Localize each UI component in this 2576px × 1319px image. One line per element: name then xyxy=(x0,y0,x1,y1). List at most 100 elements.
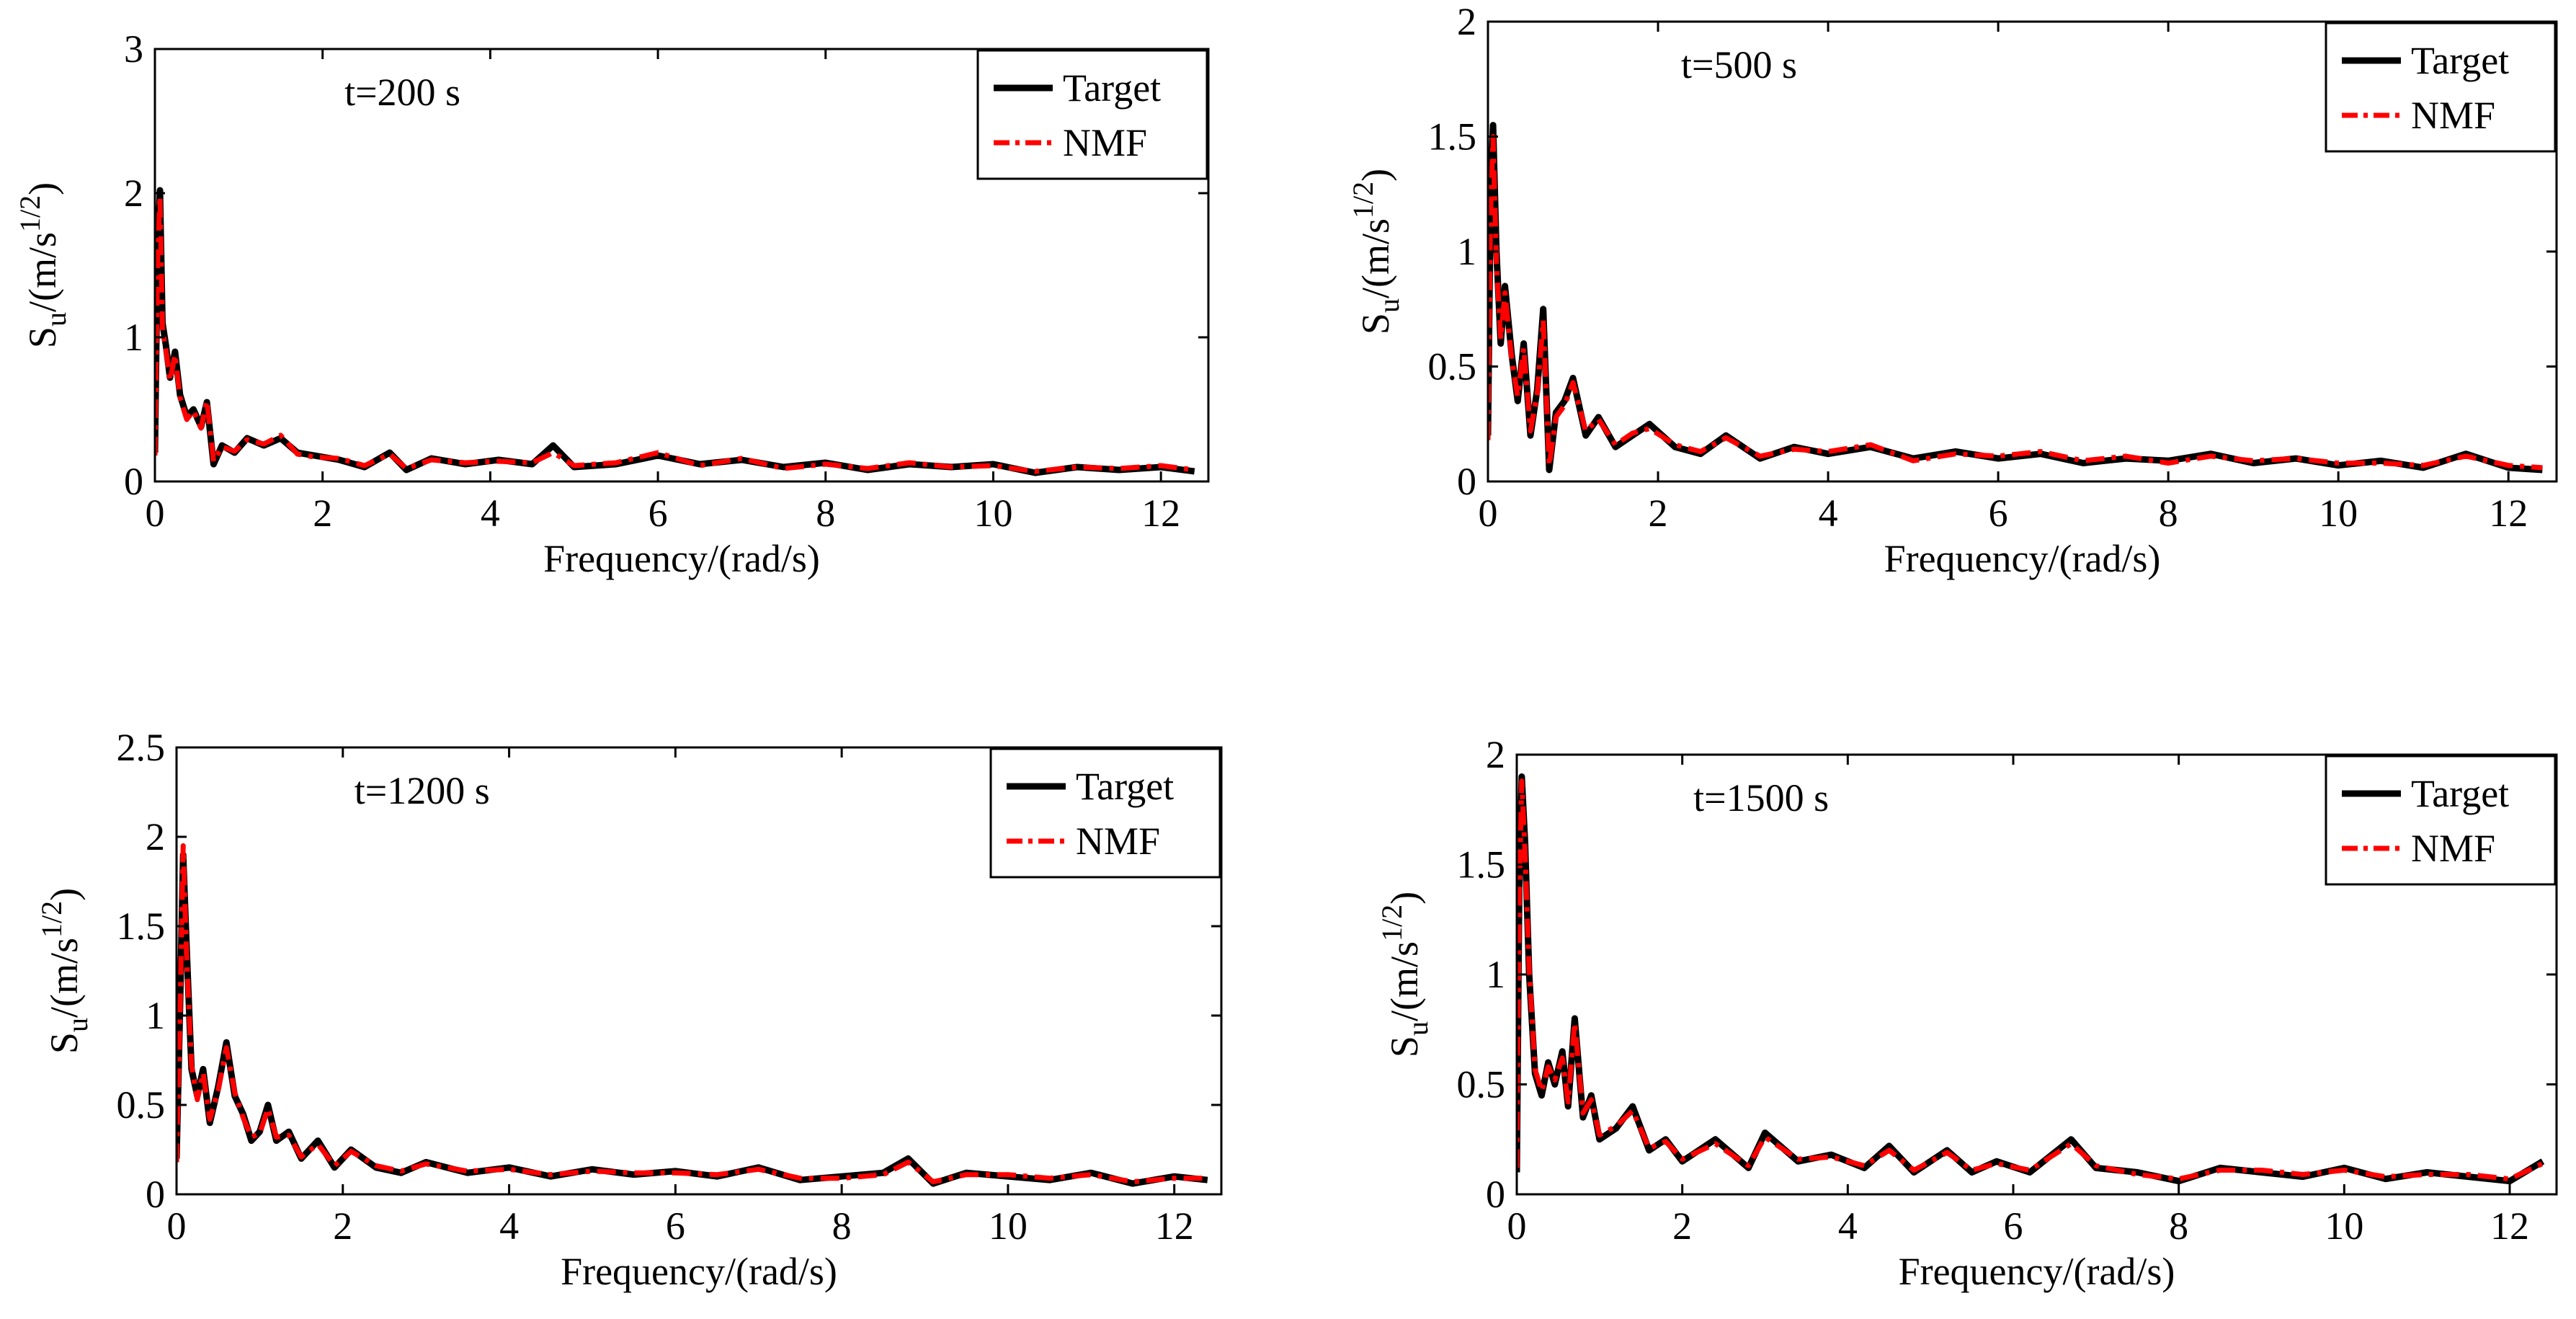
y-axis-title-sub: u xyxy=(40,312,72,327)
y-tick-label: 1.5 xyxy=(1428,115,1477,159)
x-axis-title: Frequency/(rad/s) xyxy=(561,1250,837,1293)
x-tick-label: 2 xyxy=(313,492,332,535)
y-axis-title-sub: u xyxy=(1373,298,1405,313)
y-axis-title-sup: 1/2 xyxy=(14,195,46,232)
x-tick-label: 8 xyxy=(816,492,835,535)
time-annotation: t=500 s xyxy=(1681,43,1797,86)
y-tick-label: 2 xyxy=(1486,733,1505,776)
series-line-target xyxy=(155,187,1195,476)
legend-label-nmf: NMF xyxy=(1063,121,1147,164)
y-axis-title-main: S xyxy=(21,327,64,348)
x-axis-title: Frequency/(rad/s) xyxy=(1899,1250,2175,1293)
y-axis-title-close: ) xyxy=(1354,169,1397,182)
y-axis-title-sup: 1/2 xyxy=(1376,905,1408,941)
time-annotation: t=1500 s xyxy=(1693,776,1829,820)
legend-label-target: Target xyxy=(1063,66,1161,110)
y-axis-title: Su/(m/s1/2) xyxy=(35,888,94,1054)
y-tick-label: 1.5 xyxy=(1457,843,1506,887)
y-axis-title-unit: /(m/s xyxy=(1354,218,1397,298)
y-tick-label: 1.5 xyxy=(117,905,166,948)
series-line-nmf xyxy=(1488,134,2543,471)
x-tick-label: 10 xyxy=(2325,1204,2363,1248)
x-tick-label: 4 xyxy=(1838,1204,1858,1248)
y-axis-title-main: S xyxy=(1354,313,1397,334)
y-axis-title: Su/(m/s1/2) xyxy=(1376,892,1434,1057)
x-tick-label: 4 xyxy=(1819,492,1838,535)
time-annotation: t=200 s xyxy=(344,71,460,114)
y-axis-title-main: S xyxy=(1383,1036,1426,1057)
legend-box xyxy=(2325,22,2557,153)
x-tick-label: 12 xyxy=(2490,1204,2529,1248)
x-tick-label: 12 xyxy=(2489,492,2528,535)
x-tick-label: 4 xyxy=(499,1204,519,1248)
y-tick-label: 0.5 xyxy=(117,1083,166,1127)
plot-frame xyxy=(153,48,1210,483)
y-axis-title-unit: /(m/s xyxy=(43,938,86,1018)
x-axis-title: Frequency/(rad/s) xyxy=(543,537,820,580)
legend-box xyxy=(976,49,1208,180)
x-tick-label: 4 xyxy=(481,492,500,535)
y-tick-label: 1 xyxy=(1457,230,1476,273)
y-axis-title-main: S xyxy=(43,1032,86,1054)
y-tick-label: 3 xyxy=(124,27,143,71)
plot-frame xyxy=(175,746,1223,1196)
x-tick-label: 2 xyxy=(333,1204,352,1248)
chart-panel-1: 0 2 4 6 8 10 120123Frequency/(rad/s)Su/(m/s1/2… xyxy=(14,27,1210,580)
time-annotation: t=1200 s xyxy=(355,769,490,812)
x-tick-label: 0 xyxy=(146,492,165,535)
x-tick-label: 6 xyxy=(649,492,668,535)
x-tick-label: 0 xyxy=(1507,1204,1527,1248)
x-tick-label: 8 xyxy=(2169,1204,2188,1248)
x-tick-label: 6 xyxy=(2004,1204,2023,1248)
legend-label-nmf: NMF xyxy=(2411,827,2495,870)
legend-label-target: Target xyxy=(1076,765,1174,808)
legend-box xyxy=(989,747,1221,879)
legend-box xyxy=(2325,755,2557,886)
y-axis-title-unit: /(m/s xyxy=(1383,941,1426,1021)
x-tick-label: 6 xyxy=(1989,492,2008,535)
y-axis-title-sup: 1/2 xyxy=(35,901,68,938)
y-tick-label: 1 xyxy=(146,994,165,1037)
series-line-nmf xyxy=(177,843,1208,1185)
y-axis-title: Su/(m/s1/2) xyxy=(1347,169,1405,334)
y-axis-title-close: ) xyxy=(1383,892,1426,905)
y-tick-label: 0 xyxy=(1457,460,1476,503)
y-tick-label: 1 xyxy=(124,316,143,359)
x-tick-label: 10 xyxy=(989,1204,1028,1248)
x-axis-title: Frequency/(rad/s) xyxy=(1884,537,2161,580)
y-tick-label: 0 xyxy=(146,1173,165,1216)
x-tick-label: 10 xyxy=(973,492,1012,535)
y-tick-label: 1 xyxy=(1486,953,1505,996)
y-tick-label: 0 xyxy=(124,460,143,503)
y-axis-title: Su/(m/s1/2) xyxy=(14,182,72,348)
y-tick-label: 2.5 xyxy=(117,726,166,769)
x-tick-label: 2 xyxy=(1649,492,1668,535)
x-tick-label: 10 xyxy=(2319,492,2358,535)
legend-label-nmf: NMF xyxy=(1076,820,1160,863)
x-tick-label: 8 xyxy=(832,1204,852,1248)
legend-label-target: Target xyxy=(2411,772,2509,815)
y-axis-title-sub: u xyxy=(1401,1021,1434,1036)
chart-panel-2: 0 2 4 6 8 10 12 0 0.5 1 1.5 2 Frequency/(rad/s) Su/(m… xyxy=(1347,0,2558,580)
x-tick-label: 12 xyxy=(1141,492,1180,535)
x-tick-label: 0 xyxy=(167,1204,187,1248)
x-tick-label: 12 xyxy=(1155,1204,1194,1248)
chart-panel-3: 0 2 4 6 8 10 12 0 0.5 1 1.5 2 2.5 Frequency/(rad/s) Su… xyxy=(35,726,1223,1293)
y-tick-label: 0.5 xyxy=(1457,1063,1506,1106)
y-tick-label: 0.5 xyxy=(1428,345,1477,388)
legend-label-target: Target xyxy=(2411,39,2509,82)
y-axis-title-close: ) xyxy=(43,888,86,901)
y-axis-title-sub: u xyxy=(61,1018,94,1032)
y-axis-title-sup: 1/2 xyxy=(1347,182,1379,218)
x-tick-label: 8 xyxy=(2159,492,2178,535)
y-tick-label: 0 xyxy=(1486,1173,1505,1216)
chart-panel-4: 0 2 4 6 8 10 12 0 0.5 1 1.5 2 Frequency/(rad/s) Su/(m… xyxy=(1376,733,2558,1293)
y-tick-label: 2 xyxy=(1457,0,1476,43)
y-tick-label: 2 xyxy=(124,172,143,215)
y-axis-title-unit: /(m/s xyxy=(21,232,64,312)
x-tick-label: 0 xyxy=(1479,492,1498,535)
y-tick-label: 2 xyxy=(146,815,165,858)
legend-label-nmf: NMF xyxy=(2411,94,2495,137)
